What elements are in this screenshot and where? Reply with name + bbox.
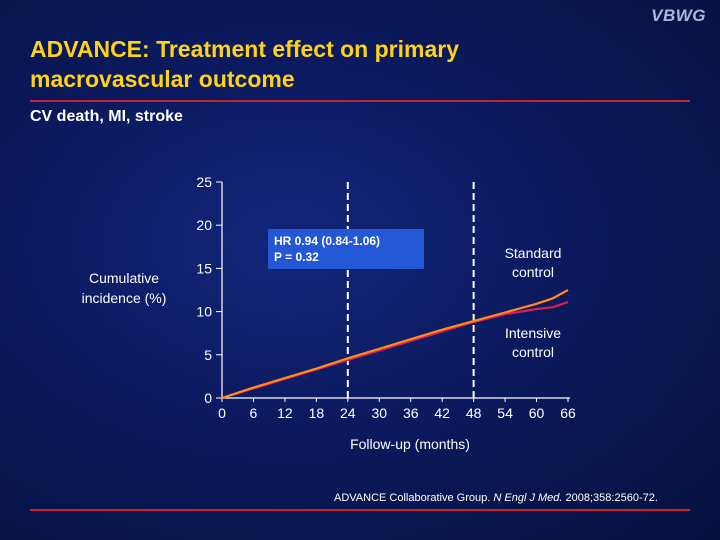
p-value-text: P = 0.32 <box>274 250 319 264</box>
x-tick-label: 12 <box>277 405 293 421</box>
x-tick-label: 30 <box>371 405 387 421</box>
y-axis-label-line-2: incidence (%) <box>81 290 167 306</box>
x-axis-label: Follow-up (months) <box>350 436 470 452</box>
x-tick-label: 48 <box>466 405 482 421</box>
hazard-ratio-text: HR 0.94 (0.84-1.06) <box>274 234 381 248</box>
y-tick-label: 20 <box>196 217 212 233</box>
title-line-1: ADVANCE: Treatment effect on primary <box>30 36 459 62</box>
standard-control-label: Standard control <box>483 244 583 282</box>
x-tick-label: 0 <box>218 405 226 421</box>
y-tick-label: 5 <box>204 347 212 363</box>
x-tick-label: 18 <box>309 405 325 421</box>
x-tick-label: 54 <box>497 405 513 421</box>
standard-control-line <box>221 289 569 400</box>
footer-divider <box>30 509 690 511</box>
citation-details: 2008;358:2560-72. <box>565 492 658 504</box>
standard-control-label-line-1: Standard <box>504 245 562 261</box>
y-axis-label: Cumulative incidence (%) <box>60 268 188 308</box>
tick-labels: 0 5 10 15 20 25 0 6 12 18 24 30 36 42 48 54 60 66 <box>196 174 576 421</box>
intensive-control-label: Intensive control <box>483 324 583 362</box>
citation-authors: ADVANCE Collaborative Group. <box>334 492 491 504</box>
standard-control-label-line-2: control <box>511 264 555 280</box>
x-tick-label: 42 <box>434 405 450 421</box>
chart-series <box>221 289 569 400</box>
y-tick-label: 10 <box>196 304 212 320</box>
x-tick-label: 24 <box>340 405 356 421</box>
intensive-control-label-line-1: Intensive <box>504 325 562 341</box>
x-tick-label: 60 <box>529 405 545 421</box>
y-tick-label: 0 <box>204 390 212 406</box>
hazard-ratio-box: HR 0.94 (0.84-1.06) P = 0.32 <box>268 229 424 269</box>
chart-axes <box>216 181 570 402</box>
title-divider <box>30 100 690 102</box>
slide-subtitle: CV death, MI, stroke <box>30 108 183 125</box>
intensive-control-label-line-2: control <box>511 344 555 360</box>
x-tick-label: 6 <box>250 405 258 421</box>
title-line-2: macrovascular outcome <box>30 66 295 92</box>
y-tick-label: 25 <box>196 174 212 190</box>
citation: ADVANCE Collaborative Group. N Engl J Me… <box>334 492 658 504</box>
x-tick-label: 66 <box>560 405 576 421</box>
citation-journal: N Engl J Med. <box>493 492 563 504</box>
slide-title: ADVANCE: Treatment effect on primary mac… <box>30 34 670 94</box>
vbwg-logo: VBWG <box>651 6 706 25</box>
y-axis-label-line-1: Cumulative <box>88 270 160 286</box>
y-tick-label: 15 <box>196 260 212 276</box>
x-tick-label: 36 <box>403 405 419 421</box>
reference-lines <box>346 182 475 398</box>
